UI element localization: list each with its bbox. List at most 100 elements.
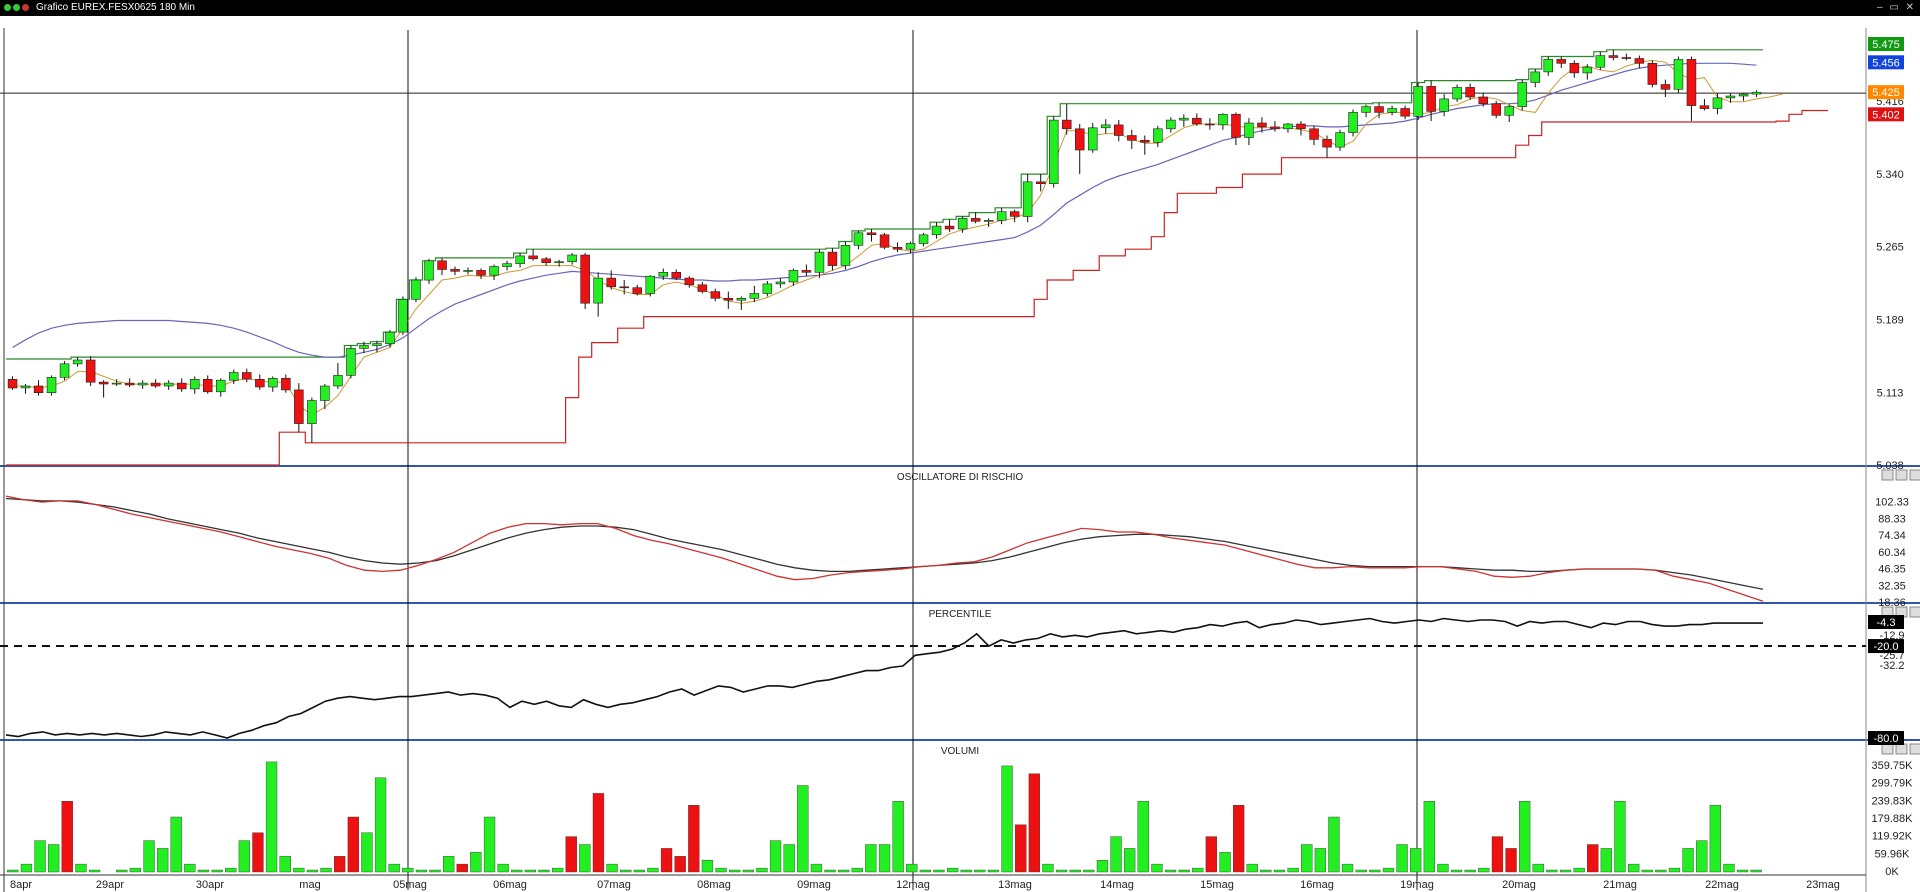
candle-body	[1543, 59, 1554, 73]
price-badge	[1868, 55, 1904, 70]
candle-body	[606, 277, 616, 288]
volume-bar	[810, 863, 823, 873]
candle-body	[1608, 55, 1619, 58]
volume-bar	[1232, 805, 1245, 873]
panel-minimize-button[interactable]	[1881, 469, 1894, 481]
volume-tick-label: 359.75K	[1872, 760, 1914, 772]
volume-bar	[1123, 848, 1136, 873]
candle-body	[1049, 119, 1059, 184]
volume-bar	[1450, 869, 1463, 873]
candle-body	[1218, 114, 1228, 126]
moving-average-line	[12, 62, 1757, 358]
volume-bar	[388, 863, 400, 873]
x-axis-label: 21mag	[1603, 879, 1637, 891]
volume-bar	[1341, 863, 1354, 873]
volume-panel	[7, 761, 1762, 873]
candle-body	[1257, 122, 1267, 128]
window-close-icon[interactable]: ✕	[1905, 2, 1916, 13]
candle-body	[736, 297, 747, 301]
panel-restore-button[interactable]	[1895, 469, 1908, 481]
candle-body	[801, 270, 812, 273]
x-axis-label: 06mag	[493, 879, 527, 891]
volume-bar	[933, 869, 945, 873]
oscillator-tick-label: 18.36	[1878, 597, 1906, 609]
candle-body	[593, 277, 603, 304]
volume-bar	[947, 867, 959, 873]
volume-bar	[1328, 816, 1340, 873]
candle-body	[957, 218, 968, 230]
volume-bar	[429, 869, 441, 873]
candle-body	[1192, 117, 1202, 125]
candle-body	[203, 378, 213, 393]
x-axis-label: 12mag	[896, 879, 930, 891]
window-restore-icon[interactable]: ▭	[1889, 2, 1901, 13]
volume-bar	[347, 816, 359, 873]
panel-restore-button[interactable]	[1895, 743, 1908, 755]
candle-body	[996, 211, 1007, 221]
price-tick-label: 5.113	[1877, 388, 1904, 400]
x-axis-label: 13mag	[998, 879, 1032, 891]
candle-body	[398, 298, 408, 333]
volume-bar	[143, 840, 155, 873]
volume-tick-label: 239.83K	[1872, 795, 1914, 807]
volume-bar	[48, 844, 60, 873]
candle-body	[762, 283, 773, 294]
candle-body	[879, 234, 890, 248]
candle-body	[1009, 211, 1020, 217]
panel-close-button[interactable]	[1909, 743, 1920, 755]
panel-close-button[interactable]	[1909, 606, 1920, 618]
candle-body	[1699, 105, 1710, 109]
volume-bar	[1205, 836, 1218, 873]
candle-body	[346, 348, 356, 376]
candle-body	[1530, 71, 1541, 83]
volume-bar	[1314, 848, 1327, 873]
volume-bar	[61, 801, 73, 873]
volume-bar	[674, 856, 686, 873]
volume-bar	[1260, 869, 1272, 873]
candle-body	[827, 251, 838, 266]
x-axis-label: 23mag	[1806, 879, 1840, 891]
candle-body	[1491, 103, 1502, 116]
window-minimize-icon[interactable]: ‒	[1877, 2, 1885, 13]
candle-body	[749, 293, 760, 299]
volume-bar	[1369, 869, 1381, 873]
candle-body	[905, 243, 916, 250]
volume-bar	[1505, 848, 1517, 873]
grid-layer	[0, 28, 1920, 892]
volume-bar	[306, 869, 319, 873]
min-dot-icon[interactable]	[13, 4, 20, 11]
oscillator-tick-label: 74.34	[1878, 530, 1906, 542]
volume-bar	[620, 869, 632, 873]
window-buttons[interactable]: ‒ ▭ ✕	[1877, 0, 1916, 16]
candle-body	[46, 376, 57, 393]
candle-body	[567, 254, 577, 262]
candle-body	[268, 377, 278, 388]
volume-bar	[715, 867, 727, 873]
candle-body	[1166, 119, 1176, 130]
candle-body	[372, 343, 382, 346]
volume-bar	[1423, 801, 1436, 873]
max-dot-icon[interactable]	[22, 4, 29, 11]
volume-bar	[1682, 848, 1694, 873]
candle-body	[840, 245, 851, 266]
volume-bar	[552, 867, 564, 873]
candle-body	[1738, 93, 1749, 97]
chart-canvas[interactable]: 5.0385.1135.1895.2655.3405.4165.4755.456…	[0, 16, 1920, 892]
candle-body	[645, 275, 655, 294]
volume-bar	[361, 832, 373, 873]
close-dot-icon[interactable]	[4, 4, 11, 11]
candle-body	[1478, 96, 1489, 104]
panel-close-button[interactable]	[1909, 469, 1920, 481]
price-tick-label: 5.189	[1876, 315, 1904, 327]
price-tick-label: 5.265	[1876, 241, 1904, 253]
volume-bar	[688, 805, 700, 873]
panel-minimize-button[interactable]	[1881, 743, 1894, 755]
volume-bar	[1696, 840, 1708, 873]
volume-bar	[1668, 867, 1681, 873]
percentile-badge-label: -80.0	[1873, 733, 1898, 745]
volume-bar	[415, 869, 428, 873]
volume-bar	[75, 863, 87, 873]
candle-body	[85, 359, 96, 383]
panel-titles: OSCILLATORE DI RISCHIO PERCENTILE VOLUMI	[897, 472, 1024, 757]
volume-bar	[483, 816, 496, 873]
